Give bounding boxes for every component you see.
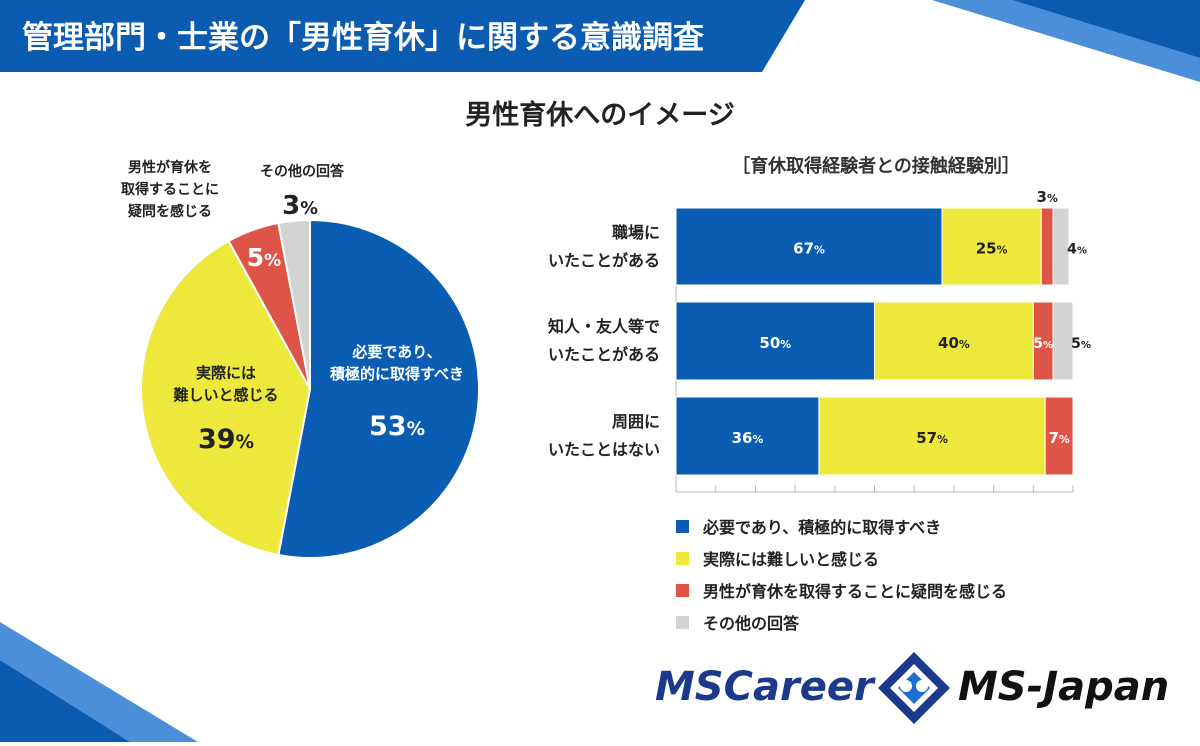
bar-value-label: 40% xyxy=(938,334,970,352)
legend-label: 必要であり、積極的に取得すべき xyxy=(702,518,941,537)
bar-value-label: 7% xyxy=(1048,429,1069,447)
pie-value-label: 5% xyxy=(247,243,281,272)
bar-segment xyxy=(1052,207,1070,286)
bar-category-label: 知人・友人等で xyxy=(548,317,660,336)
msjapan-logo: MS-Japan xyxy=(958,664,1169,710)
bar-segment xyxy=(874,301,1034,381)
bar-segment xyxy=(941,207,1042,286)
header-stripe-dark xyxy=(1012,0,1200,58)
corner-stripe-dark xyxy=(0,660,130,742)
diamond-emblem-icon xyxy=(878,652,950,724)
legend-swatch xyxy=(676,584,689,597)
bar-value-label: 5% xyxy=(1071,336,1091,352)
logos: MSCareer MS-Japan xyxy=(655,652,1169,724)
legend-label: その他の回答 xyxy=(703,614,800,633)
mscareer-logo: MSCareer xyxy=(655,664,876,710)
bar-segment xyxy=(1044,396,1074,476)
bar-value-label: 50% xyxy=(759,334,791,352)
bar-category-label: 職場に xyxy=(612,223,660,242)
bar-value-label: 36% xyxy=(732,429,764,447)
bar-segment xyxy=(1040,207,1054,286)
legend-label: 男性が育休を取得することに疑問を感じる xyxy=(703,582,1007,601)
pie-slice-label: 積極的に取得すべき xyxy=(329,365,464,383)
bar-segment xyxy=(675,207,943,286)
corner-stripe-light xyxy=(0,622,198,742)
pie-slice-label: 男性が育休を xyxy=(128,159,212,176)
bar-chart-subtitle: ［育休取得経験者との接触経験別］ xyxy=(732,155,1020,177)
pie-slice-label: 実際には xyxy=(196,364,256,382)
chart-title: 男性育休へのイメージ xyxy=(465,99,734,131)
legend-swatch xyxy=(676,616,689,629)
legend-swatch xyxy=(676,520,689,533)
pie-slice xyxy=(277,218,480,559)
bar-category-label: いたことはない xyxy=(548,440,660,459)
bar-value-label: 5% xyxy=(1033,336,1053,352)
header-stripe-light xyxy=(932,0,1200,82)
bar-category-label: いたことがある xyxy=(548,345,660,364)
bar-category-label: 周囲に xyxy=(612,412,660,431)
pie-slice-label: 疑問を感じる xyxy=(128,203,212,220)
pie-chart: 必要であり、積極的に取得すべき 53% 実際には難しいと感じる 39% 男性が育休を取得… xyxy=(121,159,480,559)
legend: 必要であり、積極的に取得すべき実際には難しいと感じる男性が育休を取得することに疑… xyxy=(676,518,1007,633)
bar-category-label: いたことがある xyxy=(548,251,660,270)
bar-segment xyxy=(675,396,820,476)
pie-value-label: 53% xyxy=(369,411,425,442)
pie-value-label: 39% xyxy=(198,424,254,455)
bar-segment xyxy=(1052,301,1074,381)
header-banner: 管理部門・士業の「男性育休」に関する意識調査 xyxy=(0,0,1200,82)
bar-value-label: 3% xyxy=(1037,188,1058,206)
header-band xyxy=(0,0,805,72)
legend-swatch xyxy=(676,552,689,565)
pie-slice-label: その他の回答 xyxy=(260,163,345,180)
bar-segment xyxy=(675,301,875,381)
bar-value-label: 57% xyxy=(916,429,948,447)
pie-slice-label: 取得することに xyxy=(121,181,219,198)
bar-value-label: 67% xyxy=(793,240,825,258)
pie-slice xyxy=(277,218,311,390)
pie-slice xyxy=(140,239,312,557)
pie-value-label: 3% xyxy=(282,191,318,221)
page-title: 管理部門・士業の「男性育休」に関する意識調査 xyxy=(22,20,704,56)
bar-value-label: 4% xyxy=(1067,242,1087,258)
bar-value-label: 25% xyxy=(976,240,1008,258)
pie-slice-label: 必要であり、 xyxy=(351,343,441,361)
bottom-left-decoration xyxy=(0,622,198,742)
legend-label: 実際には難しいと感じる xyxy=(703,550,879,569)
pie-slice-label: 難しいと感じる xyxy=(173,386,278,404)
